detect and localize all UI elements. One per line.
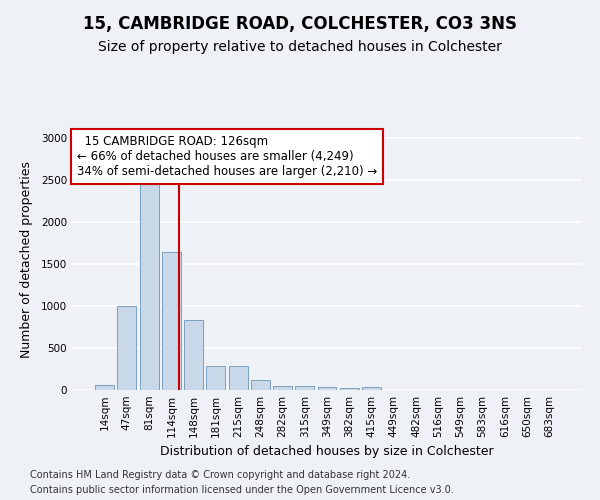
X-axis label: Distribution of detached houses by size in Colchester: Distribution of detached houses by size …	[160, 446, 494, 458]
Bar	[229, 366, 248, 390]
Bar	[162, 252, 181, 390]
Text: Contains HM Land Registry data © Crown copyright and database right 2024.: Contains HM Land Registry data © Crown c…	[30, 470, 410, 480]
Bar	[184, 320, 203, 390]
Bar	[140, 184, 158, 390]
Text: 15 CAMBRIDGE ROAD: 126sqm
← 66% of detached houses are smaller (4,249)
34% of se: 15 CAMBRIDGE ROAD: 126sqm ← 66% of detac…	[77, 135, 377, 178]
Bar	[118, 306, 136, 390]
Bar	[251, 380, 270, 390]
Bar	[206, 366, 225, 390]
Bar	[317, 388, 337, 390]
Bar	[273, 386, 292, 390]
Text: Size of property relative to detached houses in Colchester: Size of property relative to detached ho…	[98, 40, 502, 54]
Text: Contains public sector information licensed under the Open Government Licence v3: Contains public sector information licen…	[30, 485, 454, 495]
Bar	[340, 388, 359, 390]
Bar	[95, 386, 114, 390]
Bar	[362, 388, 381, 390]
Text: 15, CAMBRIDGE ROAD, COLCHESTER, CO3 3NS: 15, CAMBRIDGE ROAD, COLCHESTER, CO3 3NS	[83, 15, 517, 33]
Bar	[295, 386, 314, 390]
Y-axis label: Number of detached properties: Number of detached properties	[20, 162, 32, 358]
